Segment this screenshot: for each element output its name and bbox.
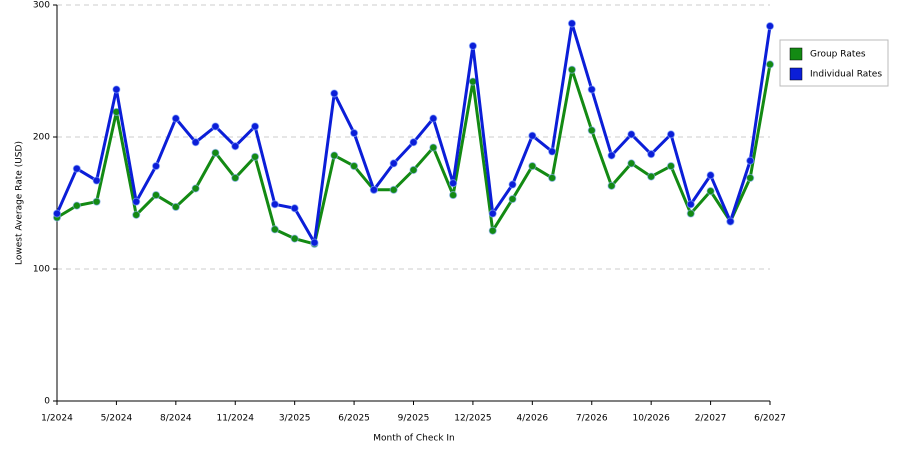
- data-point: [250, 122, 260, 131]
- legend-label: Individual Rates: [810, 70, 882, 80]
- data-point: [726, 217, 735, 226]
- data-point: [310, 238, 319, 247]
- data-point: [528, 131, 537, 140]
- data-point: [686, 200, 695, 209]
- data-point: [706, 187, 715, 196]
- x-tick-label: 6/2027: [754, 414, 786, 424]
- data-point: [290, 204, 299, 213]
- data-point: [211, 122, 220, 131]
- data-point: [151, 161, 161, 171]
- data-point: [607, 151, 616, 160]
- legend-label: Group Rates: [810, 50, 866, 60]
- data-point: [211, 148, 220, 157]
- x-tick-label: 6/2025: [338, 414, 370, 424]
- x-axis-label: Month of Check In: [373, 434, 455, 444]
- x-tick-label: 5/2024: [101, 414, 133, 424]
- data-point: [468, 41, 478, 51]
- data-point: [151, 190, 161, 200]
- y-tick-label: 100: [33, 265, 50, 275]
- data-point: [171, 202, 180, 212]
- data-point: [765, 60, 775, 69]
- data-point: [686, 209, 695, 218]
- data-point: [587, 85, 596, 94]
- data-point: [607, 181, 616, 190]
- x-tick-label: 1/2024: [41, 414, 73, 424]
- data-point: [409, 165, 418, 175]
- data-point: [330, 89, 339, 98]
- data-point: [429, 114, 438, 123]
- data-point: [548, 173, 557, 183]
- x-tick-label: 9/2025: [398, 414, 430, 424]
- y-axis-label: Lowest Average Rate (USD): [15, 141, 25, 265]
- data-point: [627, 159, 636, 168]
- data-point: [746, 173, 755, 183]
- data-point: [389, 159, 398, 168]
- x-tick-label: 7/2026: [576, 414, 608, 424]
- data-point: [191, 184, 200, 193]
- data-point: [349, 128, 359, 138]
- data-point: [72, 164, 81, 173]
- y-tick-label: 300: [33, 1, 50, 11]
- y-tick-label: 200: [33, 133, 50, 143]
- data-point: [389, 185, 398, 194]
- data-point: [587, 126, 596, 135]
- data-point: [765, 22, 775, 31]
- data-point: [508, 180, 517, 189]
- data-point: [132, 210, 141, 219]
- data-point: [72, 201, 81, 210]
- x-tick-label: 2/2027: [695, 414, 727, 424]
- data-point: [270, 225, 279, 234]
- data-point: [647, 172, 656, 181]
- data-point: [666, 130, 676, 139]
- data-point: [647, 150, 656, 159]
- data-point: [666, 161, 676, 171]
- data-point: [409, 138, 418, 147]
- data-point: [270, 200, 279, 209]
- x-tick-label: 4/2026: [516, 414, 548, 424]
- legend-swatch: [789, 67, 803, 81]
- x-tick-label: 10/2026: [632, 414, 670, 424]
- x-tick-label: 12/2025: [454, 414, 491, 424]
- data-point: [548, 147, 557, 156]
- data-point: [171, 114, 180, 123]
- data-point: [349, 161, 359, 171]
- data-point: [508, 194, 517, 204]
- data-point: [250, 152, 260, 161]
- data-point: [92, 176, 101, 185]
- series-line: [55, 21, 772, 245]
- data-point: [330, 151, 339, 160]
- data-point: [567, 19, 577, 28]
- x-tick-label: 8/2024: [160, 414, 192, 424]
- data-point: [92, 197, 101, 206]
- data-point: [706, 171, 715, 180]
- data-point: [488, 209, 497, 218]
- data-point: [52, 209, 62, 218]
- data-point: [231, 142, 240, 151]
- data-point: [449, 179, 458, 188]
- data-point: [488, 226, 497, 235]
- legend-swatch: [789, 47, 803, 61]
- data-point: [112, 85, 121, 94]
- data-point: [191, 138, 200, 147]
- data-point: [429, 143, 438, 152]
- data-point: [290, 234, 299, 243]
- series-line: [56, 64, 772, 246]
- data-point: [528, 161, 537, 171]
- x-tick-label: 11/2024: [217, 414, 255, 424]
- data-point: [746, 156, 755, 165]
- data-point: [369, 185, 378, 194]
- y-tick-label: 0: [44, 397, 50, 407]
- data-point: [449, 190, 458, 200]
- data-point: [231, 173, 240, 183]
- data-point: [132, 197, 141, 206]
- data-point: [627, 130, 636, 139]
- x-tick-label: 3/2025: [279, 414, 311, 424]
- data-point: [567, 65, 577, 74]
